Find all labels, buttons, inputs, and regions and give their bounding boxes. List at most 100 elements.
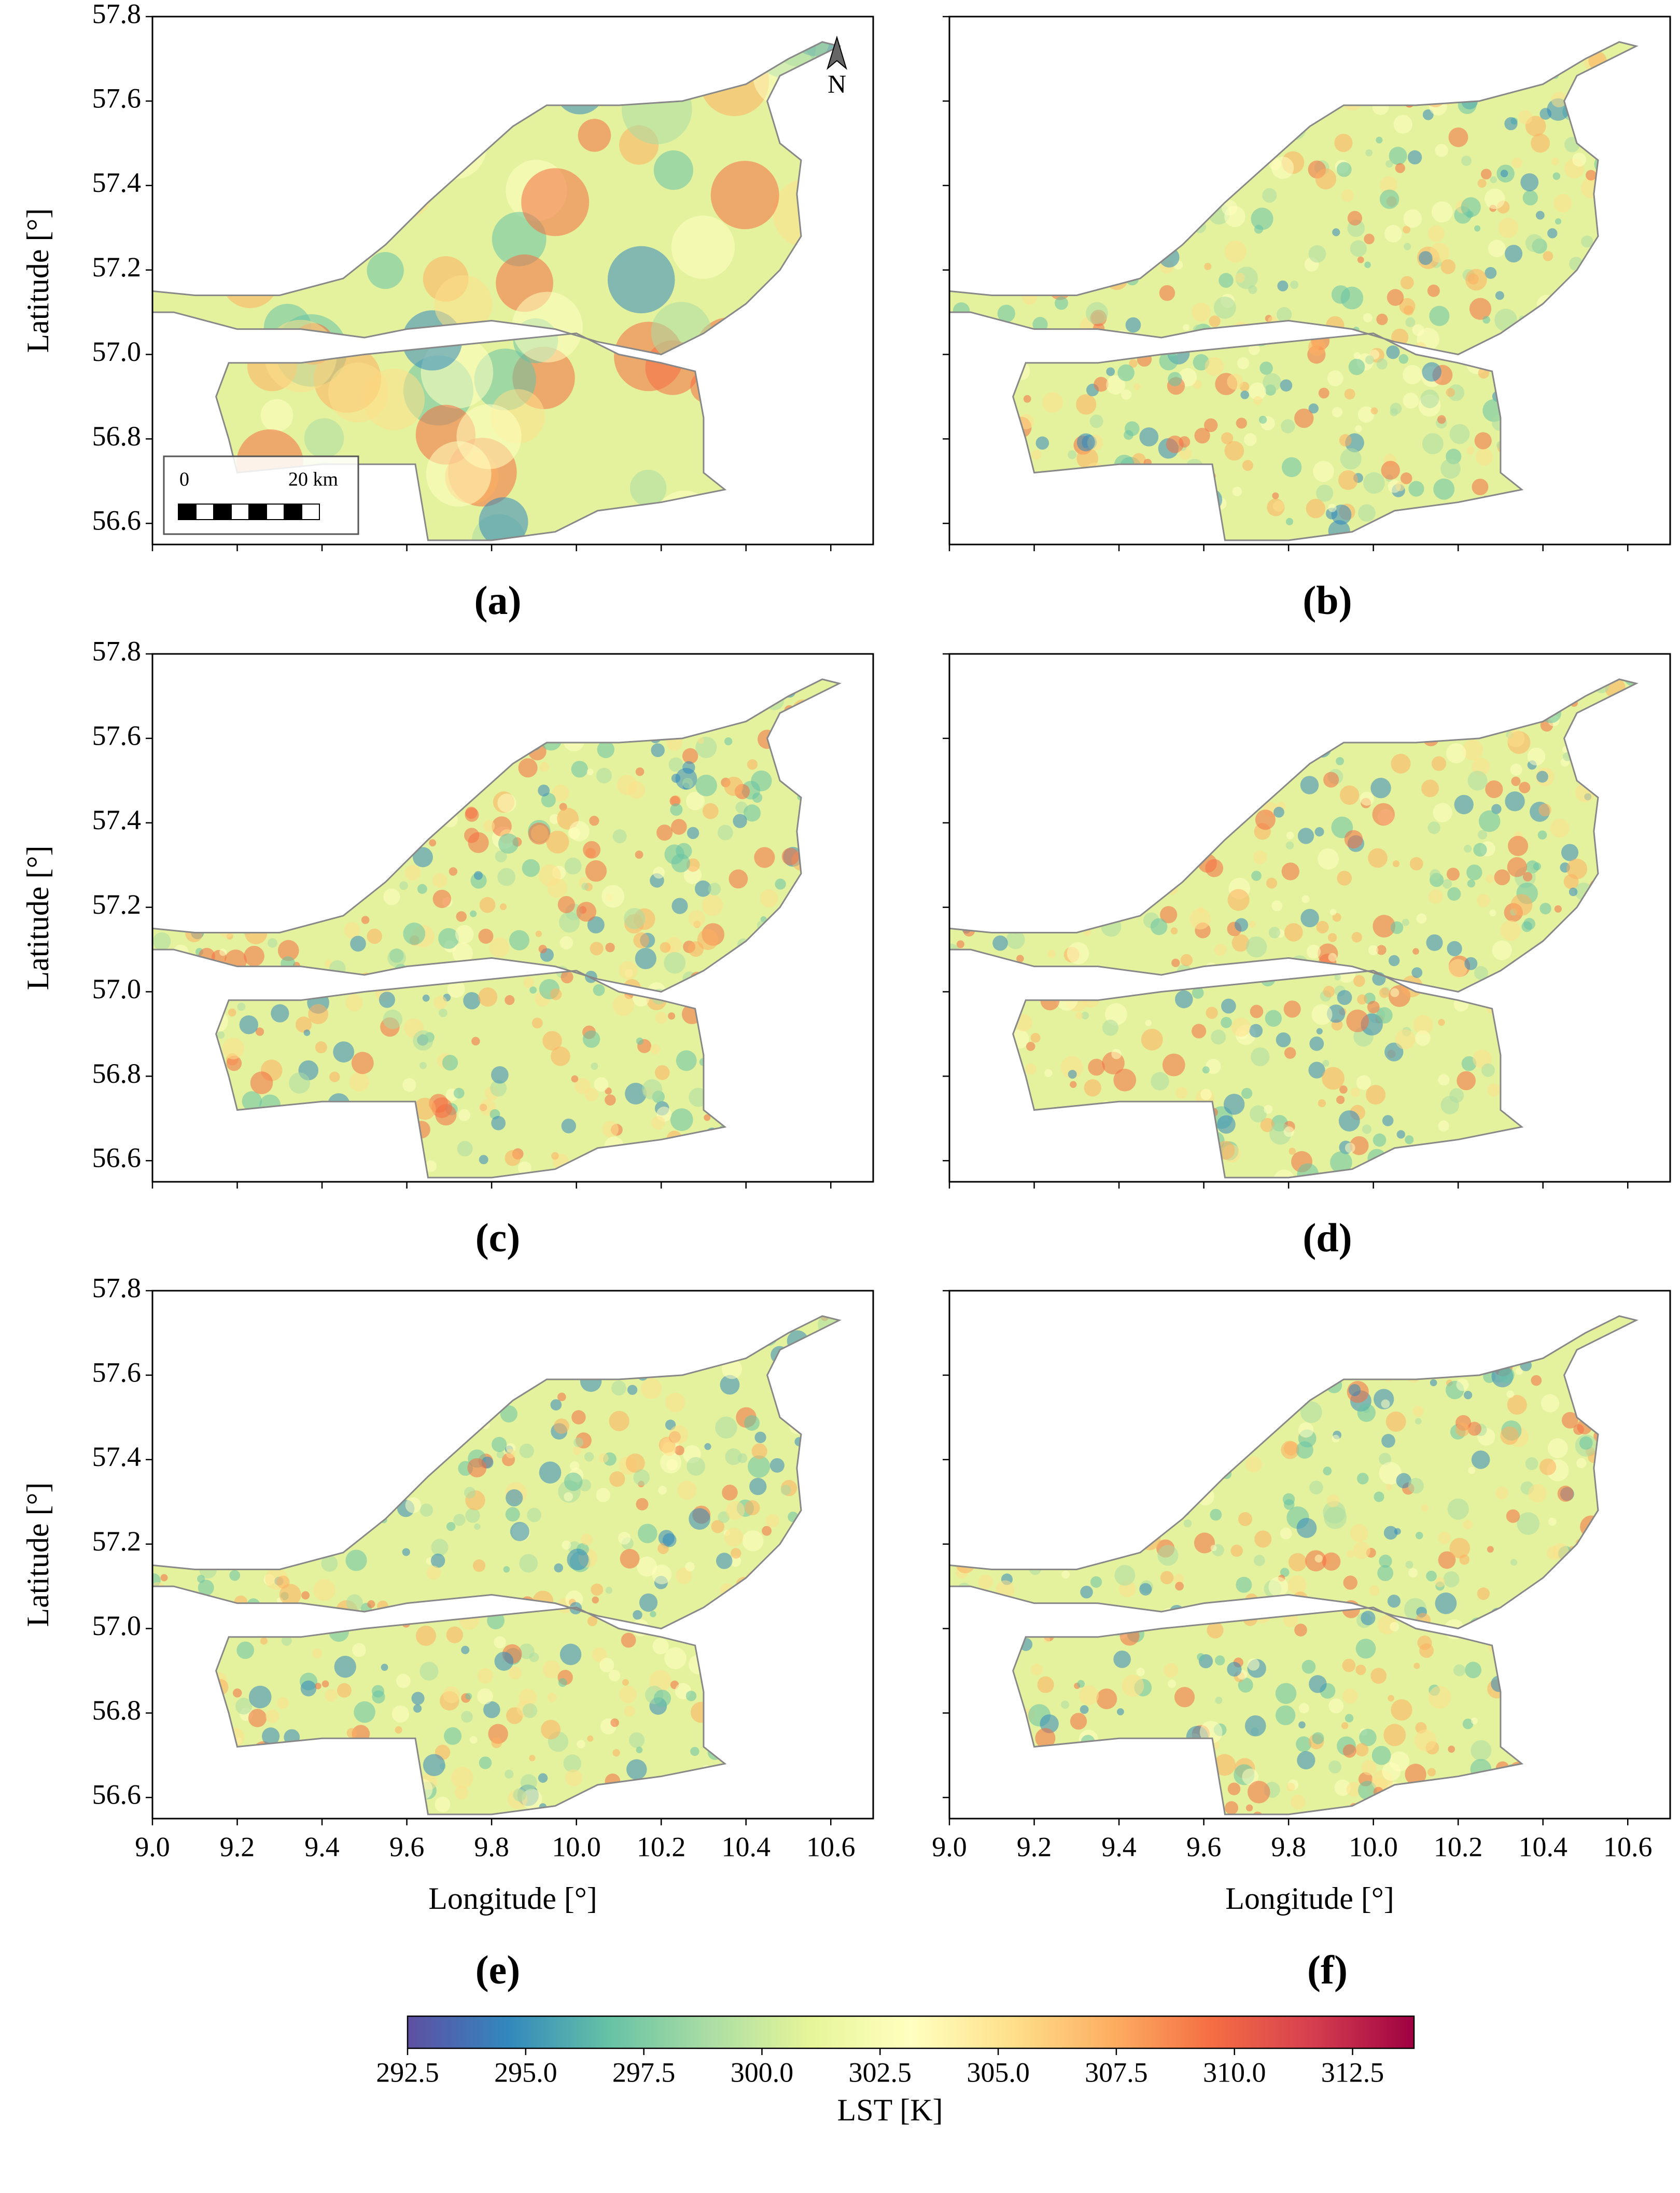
texture bbox=[1225, 1801, 1239, 1814]
texture bbox=[1644, 668, 1651, 676]
texture bbox=[169, 1511, 184, 1527]
texture bbox=[1096, 847, 1112, 863]
texture bbox=[949, 1162, 959, 1176]
texture bbox=[1435, 508, 1447, 521]
texture bbox=[522, 859, 540, 877]
texture bbox=[1476, 893, 1490, 907]
texture bbox=[1189, 908, 1211, 930]
texture bbox=[1290, 280, 1299, 289]
texture bbox=[155, 787, 167, 800]
texture bbox=[1283, 1441, 1298, 1456]
texture bbox=[1011, 1758, 1033, 1781]
texture bbox=[367, 1600, 375, 1609]
texture bbox=[443, 785, 458, 799]
texture bbox=[434, 275, 493, 333]
texture bbox=[1430, 869, 1441, 881]
texture bbox=[1104, 847, 1115, 859]
texture bbox=[405, 715, 417, 727]
texture bbox=[190, 1021, 200, 1030]
texture bbox=[170, 1082, 187, 1100]
texture bbox=[1658, 1701, 1674, 1718]
texture bbox=[1168, 1345, 1181, 1358]
texture bbox=[1258, 415, 1267, 424]
texture bbox=[1159, 734, 1177, 750]
texture bbox=[247, 1526, 255, 1533]
texture bbox=[431, 1539, 449, 1556]
texture bbox=[1129, 735, 1140, 747]
texture bbox=[1643, 432, 1649, 439]
texture bbox=[571, 1410, 586, 1424]
texture bbox=[716, 1096, 728, 1108]
texture bbox=[1025, 722, 1042, 739]
texture bbox=[270, 1807, 281, 1814]
texture bbox=[529, 1755, 536, 1762]
texture bbox=[980, 1002, 1002, 1024]
texture bbox=[1547, 464, 1570, 487]
texture bbox=[852, 1308, 867, 1323]
texture bbox=[1238, 1512, 1252, 1526]
texture bbox=[1535, 371, 1549, 384]
texture bbox=[1075, 1012, 1083, 1019]
texture bbox=[1630, 1422, 1636, 1430]
texture bbox=[1308, 245, 1326, 263]
texture bbox=[256, 1316, 275, 1332]
texture bbox=[1518, 110, 1533, 124]
texture bbox=[1029, 226, 1038, 234]
texture bbox=[1001, 1331, 1019, 1348]
texture bbox=[563, 706, 577, 720]
texture bbox=[1251, 871, 1262, 881]
texture bbox=[752, 659, 760, 667]
x-tick-label: 9.8 bbox=[1271, 1831, 1306, 1862]
texture bbox=[1527, 747, 1546, 766]
texture bbox=[262, 1727, 280, 1745]
texture bbox=[1058, 679, 1077, 693]
texture bbox=[848, 1114, 868, 1134]
texture bbox=[1245, 762, 1268, 785]
texture bbox=[1187, 536, 1200, 540]
texture bbox=[1184, 477, 1202, 495]
texture bbox=[1247, 1402, 1264, 1419]
texture bbox=[204, 1758, 218, 1772]
coastline bbox=[152, 41, 842, 356]
texture bbox=[1595, 1078, 1608, 1091]
texture bbox=[235, 729, 252, 745]
texture bbox=[1161, 679, 1182, 698]
texture bbox=[1624, 1004, 1634, 1014]
texture bbox=[1338, 470, 1358, 490]
texture bbox=[1216, 761, 1237, 781]
texture bbox=[1070, 486, 1091, 507]
texture bbox=[584, 1087, 599, 1101]
texture bbox=[594, 1077, 609, 1092]
texture bbox=[1045, 1552, 1064, 1571]
colorbar-tick-label: 310.0 bbox=[1203, 2057, 1266, 2088]
texture bbox=[1405, 1764, 1426, 1785]
map-area bbox=[152, 659, 874, 1179]
texture bbox=[1548, 1438, 1568, 1459]
texture bbox=[652, 719, 670, 738]
colorbar-tick-label: 302.5 bbox=[849, 2057, 912, 2088]
texture bbox=[860, 751, 874, 764]
texture bbox=[1498, 1367, 1515, 1384]
texture bbox=[1085, 11, 1103, 29]
texture bbox=[1151, 841, 1170, 859]
texture bbox=[1116, 1169, 1127, 1178]
texture bbox=[1298, 1422, 1314, 1438]
texture bbox=[788, 753, 796, 761]
texture bbox=[1413, 1326, 1432, 1345]
texture bbox=[1358, 504, 1376, 522]
texture bbox=[1014, 41, 1029, 47]
texture bbox=[1091, 696, 1101, 706]
texture bbox=[1309, 1480, 1323, 1494]
texture bbox=[334, 974, 347, 988]
texture bbox=[725, 1448, 742, 1465]
texture bbox=[1613, 842, 1625, 854]
texture bbox=[990, 1081, 1009, 1100]
texture bbox=[1390, 57, 1410, 78]
texture bbox=[1381, 460, 1400, 480]
texture bbox=[817, 1696, 833, 1712]
texture bbox=[345, 994, 363, 1012]
texture bbox=[675, 1445, 684, 1456]
texture bbox=[1156, 1737, 1172, 1754]
texture bbox=[1409, 522, 1431, 540]
texture bbox=[323, 840, 344, 862]
